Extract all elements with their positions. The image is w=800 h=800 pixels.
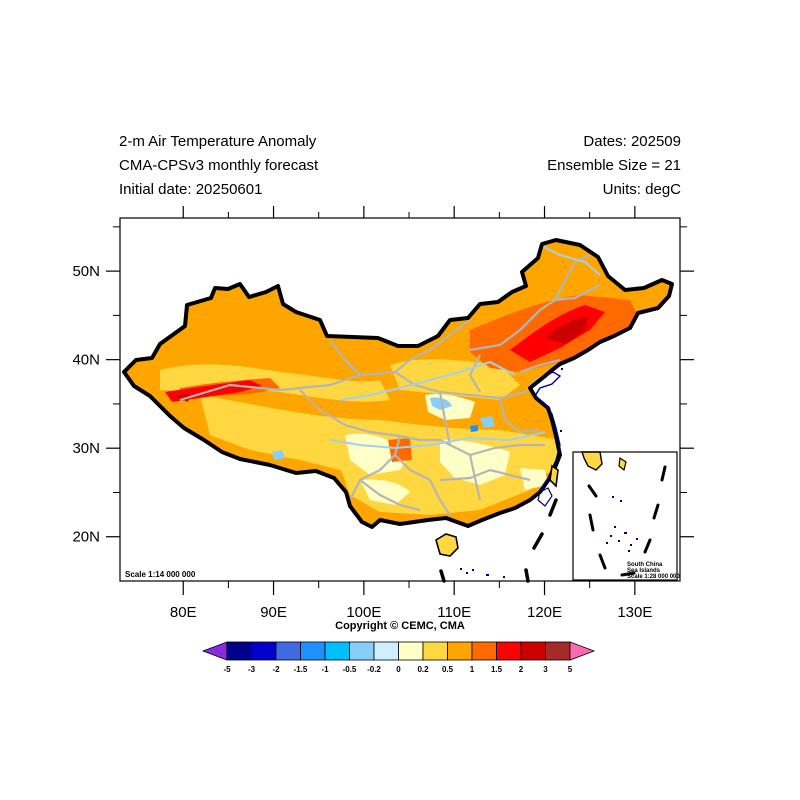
map-title: 2-m Air Temperature Anomaly [119,133,317,150]
small-islands [460,365,563,578]
coastline [534,371,562,491]
inset-title-2: Sea Islands [627,568,661,574]
lon-label: 80E [170,604,197,621]
lat-label: 50N [72,263,100,280]
lon-label: 130E [617,604,652,621]
rivers [329,244,601,450]
lat-label: 30N [72,440,100,457]
lon-label: 90E [260,604,287,621]
south-china-sea-inset: South China Sea Islands Scale 1:28 000 0… [572,451,680,581]
initial-date: Initial date: 20250601 [119,181,263,198]
units: Units: degC [602,181,681,198]
inset-scale: Scale 1:28 000 000 [627,574,680,580]
lat-label: 20N [72,529,100,546]
hainan-island [435,533,459,557]
maritime-boundary-dashes [439,498,558,583]
copyright-notice: Copyright © CEMC, CMA [335,620,465,632]
lon-label: 110E [437,604,471,621]
map-axes: 20N 30N 40N 50N 80E 90E 100E 110E 120E 130E [72,206,694,621]
taiwan-island [549,464,559,488]
china-border [122,238,674,529]
forecast-dates: Dates: 202509 [583,133,681,150]
map-scale-label: Scale 1:14 000 000 [125,570,196,579]
province-boundaries [179,254,601,516]
lon-label: 120E [527,604,562,621]
inset-title-1: South China [627,562,663,568]
lon-label: 100E [346,604,381,621]
map-subtitle: CMA-CPSv3 monthly forecast [119,157,319,174]
ensemble-size: Ensemble Size = 21 [547,157,681,174]
lat-label: 40N [72,352,100,369]
